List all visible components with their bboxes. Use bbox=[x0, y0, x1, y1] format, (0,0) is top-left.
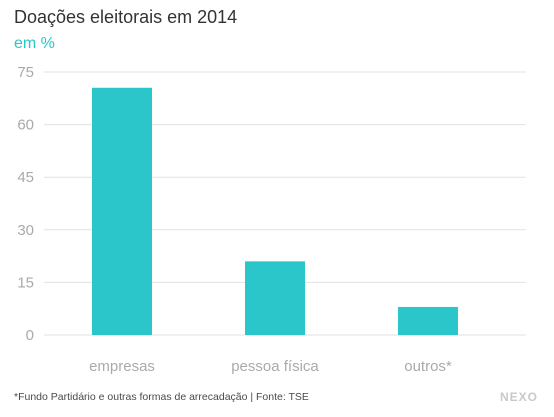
chart-title: Doações eleitorais em 2014 bbox=[14, 7, 238, 27]
footnote: *Fundo Partidário e outras formas de arr… bbox=[14, 391, 309, 403]
x-tick-label: pessoa física bbox=[231, 358, 319, 375]
x-tick-label: outros* bbox=[404, 358, 452, 375]
y-tick-label: 15 bbox=[17, 274, 34, 291]
brand-logo: NEXO bbox=[499, 390, 538, 404]
x-tick-label: empresas bbox=[89, 358, 155, 375]
y-tick-label: 60 bbox=[17, 117, 34, 134]
y-tick-label: 0 bbox=[26, 327, 34, 344]
x-axis-ticks: empresas pessoa física outros* bbox=[89, 358, 452, 375]
y-axis-ticks: 0 15 30 45 60 75 bbox=[17, 64, 34, 344]
y-tick-label: 75 bbox=[17, 64, 34, 81]
y-tick-label: 45 bbox=[17, 169, 34, 186]
y-tick-label: 30 bbox=[17, 222, 34, 239]
chart-subtitle: em % bbox=[14, 35, 55, 52]
bar-2 bbox=[245, 261, 305, 335]
bar-3 bbox=[398, 306, 458, 335]
bar-1 bbox=[92, 87, 152, 335]
bars bbox=[92, 87, 458, 335]
